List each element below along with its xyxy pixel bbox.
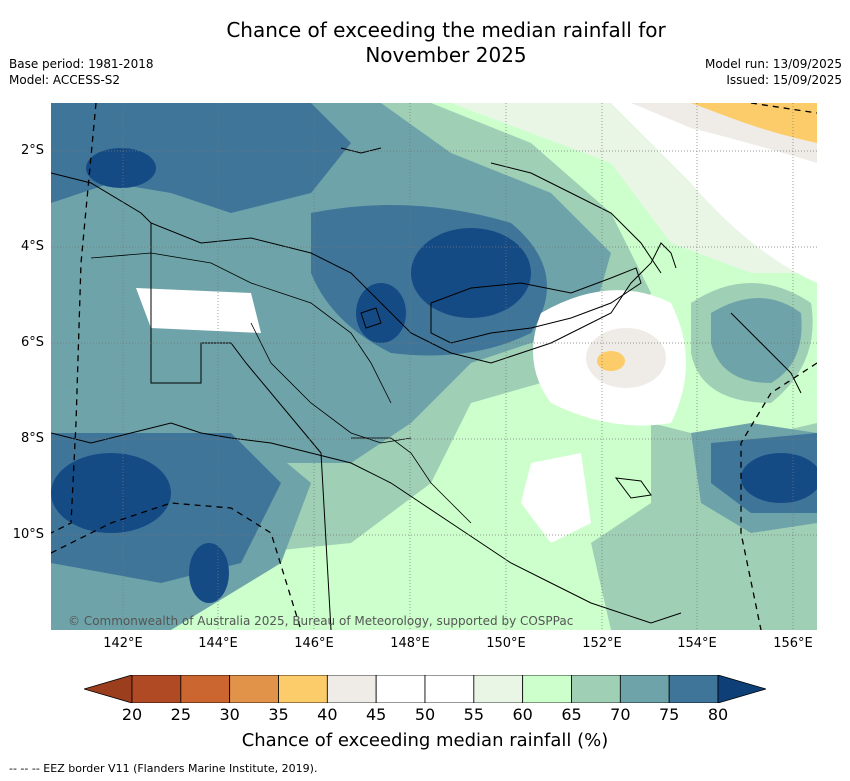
zone-80-plus-southwest bbox=[51, 453, 171, 533]
province-border-3 bbox=[351, 437, 472, 524]
zone-80-plus-south bbox=[189, 543, 229, 603]
zone-35-40-northeast bbox=[691, 103, 817, 143]
lat-label-8s: 8°S bbox=[20, 431, 44, 446]
bougainville-coast bbox=[730, 312, 802, 394]
colorbar-ticks: 20 25 30 35 40 45 50 55 60 65 70 75 80 bbox=[0, 705, 850, 727]
colorbar-tick-label: 45 bbox=[365, 705, 387, 724]
colorbar-cells bbox=[131, 675, 719, 703]
zone-45-55-northeast bbox=[611, 103, 817, 283]
model-run: Model run: 13/09/2025 bbox=[704, 57, 842, 71]
colorbar-cell bbox=[229, 675, 279, 703]
colorbar-cell bbox=[473, 675, 524, 703]
colorbar-cell bbox=[180, 675, 231, 703]
colorbar-cell bbox=[522, 675, 572, 703]
lon-label-144e: 144°E bbox=[198, 636, 238, 651]
graticule bbox=[51, 103, 817, 630]
eez-northeast bbox=[750, 103, 817, 114]
province-border-2 bbox=[250, 322, 412, 444]
zone-80-plus-northwest bbox=[86, 148, 156, 188]
lon-label-156e: 156°E bbox=[773, 636, 813, 651]
colorbar-label: Chance of exceeding median rainfall (%) bbox=[241, 730, 609, 751]
colorbar-cell bbox=[668, 675, 719, 703]
lon-label-148e: 148°E bbox=[390, 636, 430, 651]
copyright-note: © Commonwealth of Australia 2025, Bureau… bbox=[68, 614, 574, 628]
north-coast-new-guinea bbox=[51, 172, 677, 364]
zone-45-55-west bbox=[136, 288, 261, 333]
colorbar-tick-label: 25 bbox=[170, 705, 191, 724]
colorbar-tick-label: 35 bbox=[268, 705, 289, 724]
zone-35-40-east bbox=[597, 351, 625, 371]
lon-label-142e: 142°E bbox=[103, 636, 143, 651]
colorbar-cell bbox=[424, 675, 475, 703]
zone-70-75-islands bbox=[711, 298, 802, 383]
colorbar-tick-label: 60 bbox=[512, 705, 533, 724]
province-borders bbox=[90, 252, 472, 524]
lon-label-146e: 146°E bbox=[294, 636, 334, 651]
south-coast-new-guinea bbox=[51, 422, 682, 624]
colorbar-cell bbox=[571, 675, 621, 703]
colorbar-cell bbox=[326, 675, 377, 703]
new-ireland-coast bbox=[490, 162, 662, 274]
province-border-1 bbox=[90, 252, 392, 404]
manus-coast bbox=[340, 147, 382, 154]
colorbar-tick-label: 20 bbox=[121, 705, 143, 724]
lon-label-152e: 152°E bbox=[582, 636, 622, 651]
map-canvas bbox=[51, 103, 817, 630]
lon-label-150e: 150°E bbox=[486, 636, 526, 651]
eez-borders bbox=[51, 103, 817, 630]
colorbar bbox=[84, 675, 766, 703]
meta-left: Base period: 1981-2018 Model: ACCESS-S2 bbox=[9, 56, 154, 88]
lat-label-6s: 6°S bbox=[20, 335, 44, 350]
colorbar-cell bbox=[619, 675, 670, 703]
eez-east bbox=[740, 362, 817, 630]
map-title: Chance of exceeding the median rainfall … bbox=[0, 18, 850, 68]
lon-label-154e: 154°E bbox=[677, 636, 717, 651]
colorbar-tick-label: 70 bbox=[610, 705, 631, 724]
model-name: Model: ACCESS-S2 bbox=[9, 73, 121, 87]
zone-80-plus-center bbox=[411, 228, 531, 318]
colorbar-arrow-right bbox=[717, 675, 766, 703]
zone-80-plus-new-britain bbox=[356, 283, 406, 343]
colorbar-tick-label: 40 bbox=[317, 705, 338, 724]
rainfall-map bbox=[51, 103, 817, 630]
lat-label-2s: 2°S bbox=[20, 143, 44, 158]
zone-45-55-south bbox=[521, 453, 591, 543]
eez-west bbox=[51, 103, 97, 534]
coastlines bbox=[51, 147, 802, 624]
colorbar-tick-label: 65 bbox=[561, 705, 582, 724]
colorbar-tick-label: 75 bbox=[658, 705, 680, 724]
eez-note: -- -- -- EEZ border V11 (Flanders Marine… bbox=[9, 762, 318, 775]
island-outline bbox=[360, 307, 382, 329]
base-period: Base period: 1981-2018 bbox=[9, 57, 154, 71]
colorbar-tick-label: 50 bbox=[414, 705, 436, 724]
colorbar-tick-label: 80 bbox=[707, 705, 729, 724]
colorbar-cell bbox=[131, 675, 182, 703]
title-line-2: November 2025 bbox=[365, 43, 527, 67]
lat-label-4s: 4°S bbox=[20, 239, 44, 254]
issued-date: Issued: 15/09/2025 bbox=[726, 73, 842, 87]
eez-south bbox=[51, 502, 302, 630]
meta-right: Model run: 13/09/2025 Issued: 15/09/2025 bbox=[705, 56, 842, 88]
louisiade-island bbox=[614, 477, 652, 499]
colorbar-arrow-left bbox=[84, 675, 133, 703]
colorbar-cell bbox=[375, 675, 426, 703]
colorbar-tick-label: 30 bbox=[219, 705, 240, 724]
colorbar-tick-label: 55 bbox=[463, 705, 484, 724]
lat-label-10s: 10°S bbox=[12, 527, 44, 542]
title-line-1: Chance of exceeding the median rainfall … bbox=[226, 18, 666, 42]
new-britain-coast bbox=[430, 267, 642, 344]
colorbar-cell bbox=[278, 675, 328, 703]
zone-80-plus-east bbox=[741, 453, 817, 503]
